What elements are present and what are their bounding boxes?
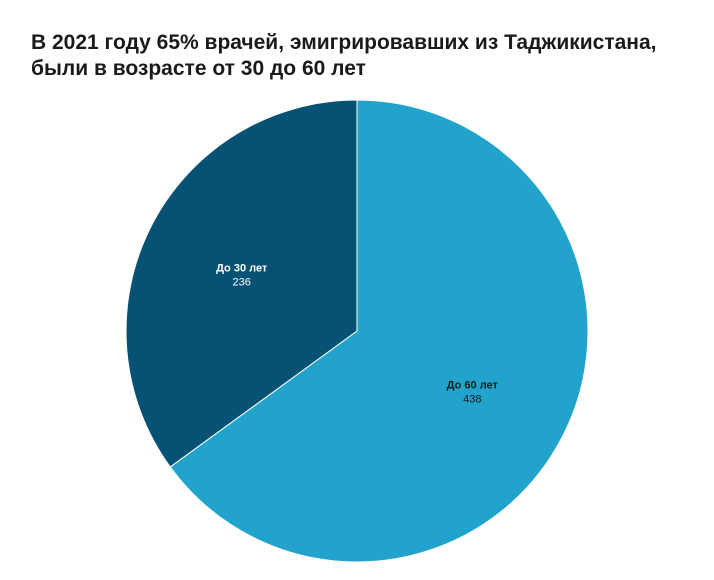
pie-labels: До 60 лет 438 До 30 лет 236 (216, 262, 498, 405)
pie-slices (125, 99, 589, 563)
chart-title-line-1: В 2021 году 65% врачей, эмигрировавших и… (31, 31, 657, 54)
chart-title: В 2021 году 65% врачей, эмигрировавших и… (31, 30, 701, 82)
pie-slice-0 (169, 99, 589, 563)
pie-slice-1 (125, 99, 358, 468)
chart-title-line-2: были в возрасте от 30 до 60 лет (31, 57, 366, 80)
slice-value-1: 236 (233, 276, 251, 288)
slice-label-0: До 60 лет (447, 380, 499, 392)
slice-value-0: 438 (463, 394, 481, 406)
slice-label-1: До 30 лет (216, 262, 268, 274)
